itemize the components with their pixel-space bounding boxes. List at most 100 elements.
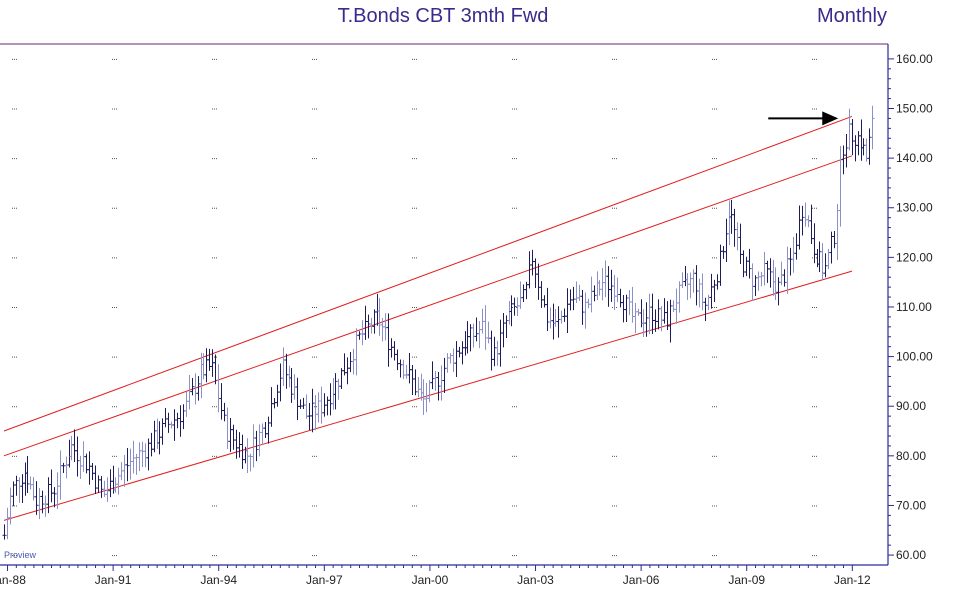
- y-tick-label: 60.00: [896, 548, 926, 562]
- grid-dot: [816, 406, 817, 408]
- grid-dot: [314, 406, 315, 408]
- grid-dot: [416, 108, 417, 110]
- grid-dot: [212, 306, 213, 308]
- grid-dot: [114, 158, 115, 160]
- grid-dot: [812, 356, 813, 358]
- grid-dot: [412, 108, 413, 110]
- grid-dot: [816, 555, 817, 557]
- grid-dot: [214, 455, 215, 457]
- grid-dot: [16, 455, 17, 457]
- grid-dot: [816, 306, 817, 308]
- grid-dot: [712, 406, 713, 408]
- annotation: [768, 111, 839, 126]
- x-tick-label: Jan-06: [623, 573, 660, 587]
- grid-dot: [314, 555, 315, 557]
- grid-dot: [12, 356, 13, 358]
- grid-dot: [812, 555, 813, 557]
- grid-dot: [514, 158, 515, 160]
- grid-dot: [212, 207, 213, 209]
- grid-dot: [514, 356, 515, 358]
- grid-dot: [816, 58, 817, 60]
- arrow-head: [822, 111, 839, 126]
- grid-dot: [12, 555, 13, 557]
- grid-dot: [16, 58, 17, 60]
- grid-dot: [816, 356, 817, 358]
- grid-dot: [716, 58, 717, 60]
- y-tick-label: 160.00: [896, 52, 933, 66]
- grid-dot: [614, 406, 615, 408]
- x-axis: Jan-88 Jan-91 Jan-94 Jan-97 Jan-00 Jan-03 Jan-…: [0, 565, 871, 587]
- grid-dot: [216, 108, 217, 110]
- grid-dot: [112, 207, 113, 209]
- grid-dot: [216, 207, 217, 209]
- grid-dot: [814, 455, 815, 457]
- grid-dot: [714, 406, 715, 408]
- grid-dot: [114, 356, 115, 358]
- grid-dot: [16, 505, 17, 507]
- grid-dot: [714, 505, 715, 507]
- grid-dot: [512, 356, 513, 358]
- grid-dot: [112, 406, 113, 408]
- grid-dot: [14, 505, 15, 507]
- grid-dot: [416, 306, 417, 308]
- grid-dot: [16, 158, 17, 160]
- grid-dot: [714, 455, 715, 457]
- grid-dot: [512, 158, 513, 160]
- grid-dot: [314, 58, 315, 60]
- grid-dot: [116, 207, 117, 209]
- grid-dot: [612, 555, 613, 557]
- grid-dot: [412, 356, 413, 358]
- grid-dot: [216, 356, 217, 358]
- grid-dot: [714, 356, 715, 358]
- grid-dot: [312, 306, 313, 308]
- grid-dot: [516, 108, 517, 110]
- x-tick-label: Jan-09: [728, 573, 765, 587]
- grid-dot: [512, 58, 513, 60]
- grid-dot: [312, 505, 313, 507]
- grid-dot: [712, 257, 713, 259]
- grid-dot: [114, 555, 115, 557]
- grid-dot: [516, 555, 517, 557]
- grid-dot: [414, 455, 415, 457]
- grid-dot: [316, 505, 317, 507]
- grid-dot: [412, 158, 413, 160]
- grid-dot: [812, 207, 813, 209]
- grid-dot: [616, 306, 617, 308]
- grid-dot: [114, 406, 115, 408]
- grid-dot: [512, 406, 513, 408]
- watermark: Proview: [4, 550, 37, 560]
- grid-dot: [416, 555, 417, 557]
- grid-dot: [712, 555, 713, 557]
- grid-dot: [712, 207, 713, 209]
- grid-dot: [14, 455, 15, 457]
- y-tick-label: 120.00: [896, 250, 933, 264]
- grid-dot: [612, 505, 613, 507]
- grid-dot: [412, 257, 413, 259]
- grid-dot: [216, 555, 217, 557]
- x-tick-label: Jan-12: [834, 573, 871, 587]
- grid-dot: [716, 356, 717, 358]
- grid-dot: [512, 108, 513, 110]
- grid-dot: [414, 406, 415, 408]
- grid-dot: [116, 356, 117, 358]
- grid-dot: [616, 356, 617, 358]
- grid-dot: [812, 158, 813, 160]
- grid-dot: [316, 555, 317, 557]
- grid-dot: [516, 505, 517, 507]
- grid-dot: [714, 58, 715, 60]
- grid-dot: [614, 207, 615, 209]
- grid-dot: [714, 257, 715, 259]
- grid-dot: [212, 406, 213, 408]
- grid-dot: [216, 505, 217, 507]
- grid-dot: [112, 555, 113, 557]
- grid-dot: [314, 158, 315, 160]
- grid-dot: [614, 108, 615, 110]
- grid-dot: [316, 455, 317, 457]
- x-tick-label: Jan-88: [0, 573, 26, 587]
- grid-dot: [814, 207, 815, 209]
- grid-dot: [12, 108, 13, 110]
- x-tick-label: Jan-97: [306, 573, 343, 587]
- grid-dot: [514, 555, 515, 557]
